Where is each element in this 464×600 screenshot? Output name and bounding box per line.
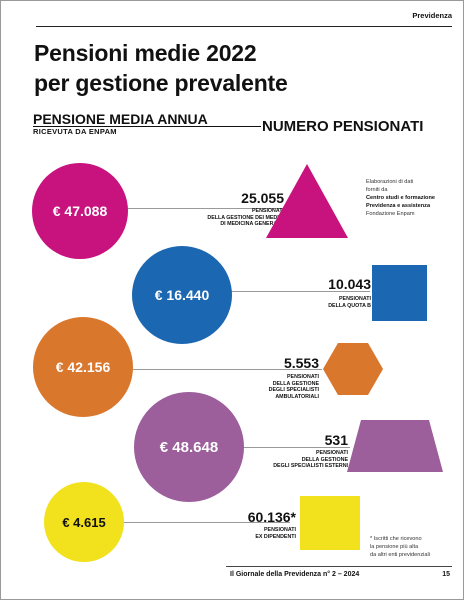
row-1-count: 25.055 — [241, 190, 284, 206]
row-2-label: PENSIONATI DELLA QUOTA B — [328, 296, 371, 309]
pensioners-count-heading: NUMERO PENSIONATI — [262, 118, 424, 135]
source-line: Elaborazioni di dati — [366, 179, 414, 185]
connector-line — [112, 369, 322, 370]
title-line-2: per gestione prevalente — [34, 70, 288, 96]
row-3-amount: € 42.156 — [55, 359, 111, 375]
average-pension-heading: PENSIONE MEDIA ANNUA — [33, 111, 208, 127]
section-label: Previdenza — [412, 11, 452, 20]
connector-line — [220, 291, 370, 292]
row-4-label: PENSIONATI DELLA GESTIONE DEGLI SPECIALI… — [273, 450, 348, 470]
row-2-pension-circle: € 16.440 — [132, 246, 232, 344]
source-line: forniti da — [366, 187, 388, 193]
row-5-pension-circle: € 4.615 — [44, 482, 124, 562]
hexagon-icon — [323, 343, 383, 395]
page-number: 15 — [442, 571, 450, 578]
source-line: Previdenza e assistenza — [366, 203, 431, 209]
top-divider — [36, 26, 452, 27]
footnote-line: la pensione più alta — [370, 544, 419, 550]
row-5-amount: € 4.615 — [62, 514, 106, 530]
square-icon — [372, 265, 427, 321]
trapezoid-icon — [347, 420, 443, 472]
publication-footer: Il Giornale della Previdenza n° 2 – 2024 — [230, 571, 360, 578]
average-pension-subheading: RICEVUTA DA ENPAM — [33, 127, 117, 136]
row-1-pension-circle: € 47.088 — [32, 163, 128, 259]
row-2-amount: € 16.440 — [154, 287, 210, 303]
row-3-count: 5.553 — [283, 355, 319, 371]
footer-divider — [226, 566, 452, 567]
triangle-icon — [266, 164, 348, 238]
square-icon — [300, 496, 360, 550]
source-line: Fondazione Enpam — [366, 211, 415, 217]
page-title: Pensioni medie 2022 per gestione prevale… — [34, 38, 288, 98]
row-4-pension-circle: € 48.648 — [134, 392, 244, 502]
footnote-line: * Iscritti che ricevono — [370, 536, 422, 542]
connector-line — [112, 208, 282, 209]
row-3-label: PENSIONATI DELLA GESTIONE DEGLI SPECIALI… — [268, 374, 319, 400]
row-4-count: 531 — [324, 432, 348, 448]
row-5-label: PENSIONATI EX DIPENDENTI — [255, 527, 296, 540]
heading-rule — [33, 126, 261, 127]
source-note: Elaborazioni di dati forniti da Centro s… — [366, 178, 435, 218]
footnote: * Iscritti che ricevono la pensione più … — [370, 535, 430, 559]
footnote-line: da altri enti previdenziali — [370, 552, 431, 558]
row-2-count: 10.043 — [328, 276, 371, 292]
row-1-label: PENSIONATI DELLA GESTIONE DEI MEDICI DI … — [207, 208, 284, 228]
source-line: Centro studi e formazione — [366, 195, 435, 201]
connector-line — [100, 522, 290, 523]
row-3-pension-circle: € 42.156 — [33, 317, 133, 417]
row-1-amount: € 47.088 — [52, 203, 108, 219]
title-line-1: Pensioni medie 2022 — [34, 40, 257, 66]
connector-line — [220, 447, 350, 448]
row-5-count: 60.136* — [247, 509, 296, 525]
row-4-amount: € 48.648 — [159, 438, 219, 456]
